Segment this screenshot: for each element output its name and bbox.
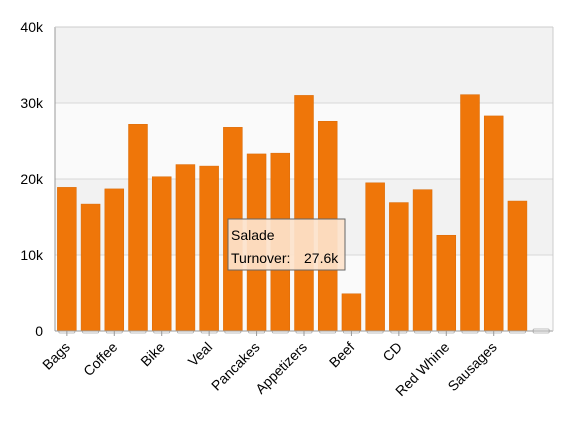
y-tick-label: 10k <box>20 247 44 263</box>
y-tick-label: 40k <box>20 19 44 35</box>
bar-bike[interactable] <box>151 176 172 332</box>
bar-bags[interactable] <box>57 187 77 332</box>
x-tick-label: Bike <box>137 339 168 370</box>
tooltip-label: Turnover: <box>231 250 290 266</box>
bar-chocolate[interactable] <box>128 124 148 332</box>
bar-red-whine[interactable] <box>436 234 457 332</box>
bar-pork[interactable] <box>365 182 385 332</box>
bar-white-whine[interactable] <box>460 94 480 332</box>
bar-appetizers[interactable] <box>294 95 314 332</box>
y-axis-ticks: 0 10k 20k 30k 40k <box>20 19 44 339</box>
bar-sausages[interactable] <box>483 115 504 332</box>
bar-veal[interactable] <box>199 165 219 332</box>
x-tick-label: Appetizers <box>252 339 310 397</box>
y-tick-label: 30k <box>20 95 44 111</box>
bar-beef[interactable] <box>341 293 362 332</box>
bar-cheese[interactable] <box>507 200 528 332</box>
x-tick-label: Veal <box>185 339 216 370</box>
x-tick-label: Sausages <box>444 339 499 394</box>
tooltip-value: 27.6k <box>304 250 339 266</box>
y-tick-label: 0 <box>35 323 43 339</box>
bars-group <box>57 94 550 334</box>
bar-cookies[interactable] <box>80 203 101 332</box>
x-tick-label: Coffee <box>80 339 120 379</box>
bar-dvd[interactable] <box>412 189 433 332</box>
bar-cd[interactable] <box>389 202 409 332</box>
bar-coffee[interactable] <box>104 188 125 332</box>
y-tick-label: 20k <box>20 171 44 187</box>
x-tick-label: Beef <box>326 339 358 371</box>
tooltip-box <box>227 218 346 271</box>
plot-band <box>55 27 553 103</box>
tooltip: Salade Turnover: 27.6k <box>227 218 346 271</box>
x-tick-label: CD <box>379 339 405 365</box>
x-tick-label: Bags <box>39 339 73 373</box>
bar-gloves[interactable] <box>175 164 196 332</box>
tooltip-category: Salade <box>231 227 275 243</box>
